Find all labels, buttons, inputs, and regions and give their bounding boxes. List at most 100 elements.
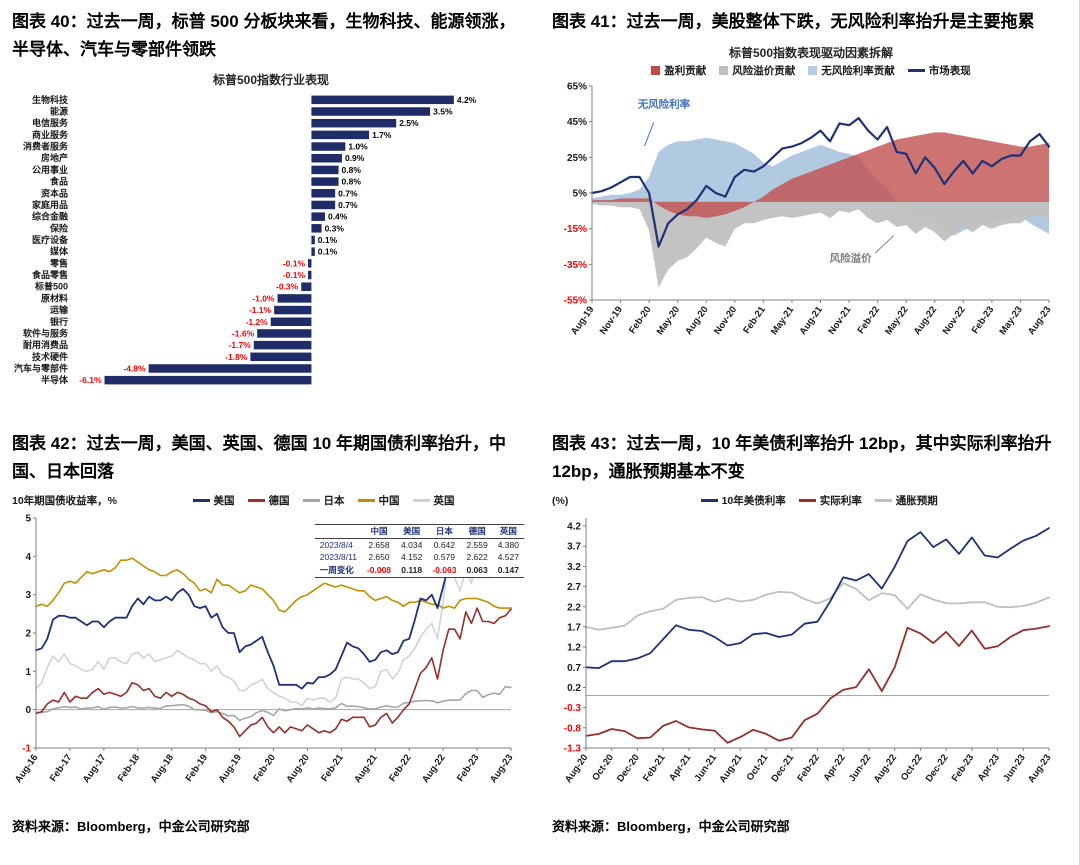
figure-43-title: 图表 43：过去一周，10 年美债利率抬升 12bp，其中实际利率抬升 12bp… [552,434,1052,481]
svg-text:银行: 银行 [50,316,68,327]
svg-text:Feb-19: Feb-19 [184,753,211,784]
svg-text:Feb-20: Feb-20 [251,753,278,784]
svg-text:Feb-23: Feb-23 [455,753,482,784]
svg-text:电信服务: 电信服务 [32,117,69,128]
legend-item: 市场表现 [907,63,971,78]
svg-text:-1.3: -1.3 [564,744,582,755]
svg-text:-35%: -35% [564,259,587,270]
svg-text:Aug-20: Aug-20 [284,753,311,786]
yields-inset-table: 中国 美国 日本 德国 英国 2023/8/4 2.658 4.034 0.642 2.559 4.… [314,524,524,578]
svg-text:Aug-21: Aug-21 [717,752,745,785]
svg-text:家庭用品: 家庭用品 [32,199,68,210]
svg-text:运输: 运输 [50,304,69,315]
chart41-legend: 盈利贡献 风险溢价贡献 无风险利率贡献 市场表现 [552,63,1070,78]
svg-text:0.7%: 0.7% [338,200,358,210]
table-row-label: 2023/8/11 [319,552,357,563]
table-cell: 4.034 [401,539,423,550]
legend-label: 日本 [323,495,345,508]
svg-text:0.4%: 0.4% [328,212,348,222]
svg-text:Nov-22: Nov-22 [941,304,968,336]
svg-text:Feb-20: Feb-20 [627,304,654,335]
svg-text:食品: 食品 [49,176,68,187]
chart43-area: 4.2 3.7 3.2 2.7 2.2 1.7 1.2 0.7 0.2 -0.3 -0.8 -1.3 A… [552,510,1070,810]
svg-text:0: 0 [25,705,31,716]
svg-text:45%: 45% [567,117,587,128]
svg-text:Dec-22: Dec-22 [924,753,951,785]
svg-text:-4.8%: -4.8% [123,364,146,374]
svg-text:Feb-21: Feb-21 [741,303,768,335]
svg-text:0.7%: 0.7% [338,188,358,198]
chart40-title: 标普500指数行业表现 [212,73,330,88]
legend-item: 德国 [247,493,290,508]
svg-text:Feb-23: Feb-23 [970,304,997,335]
legend-item: 日本 [302,493,345,508]
svg-text:媒体: 媒体 [49,246,69,257]
svg-text:风险溢价: 风险溢价 [830,251,872,264]
legend-label: 中国 [378,495,400,508]
chart43-head: (%) 10年美债利率 实际利率 通胀预期 [552,493,1070,508]
svg-text:Jun-23: Jun-23 [1001,753,1028,784]
legend-label: 美国 [213,495,235,508]
svg-text:1.7: 1.7 [567,623,581,634]
ust-real-breakeven-line-chart: 4.23.73.22.72.21.71.20.70.2-0.3-0.8-1.3A… [563,518,1053,786]
table-cell: 0.118 [396,564,428,578]
svg-text:2: 2 [25,629,31,640]
legend-label: 通胀预期 [895,495,938,508]
svg-text:4.2: 4.2 [567,522,581,533]
table-cell: 0.642 [433,539,456,550]
legend-item: 通胀预期 [874,493,938,508]
svg-text:Aug-22: Aug-22 [872,753,899,786]
svg-text:Aug-21: Aug-21 [352,752,380,785]
svg-text:0.8%: 0.8% [342,165,362,175]
legend-label: 实际利率 [819,495,862,508]
svg-text:食品零售: 食品零售 [31,269,68,280]
svg-text:Apr-21: Apr-21 [667,752,694,784]
svg-text:Nov-19: Nov-19 [598,304,625,336]
chart43-ylabel: (%) [552,494,569,507]
legend-swatch [700,499,718,503]
figure-43: 图表 43：过去一周，10 年美债利率抬升 12bp，其中实际利率抬升 12bp… [552,430,1070,835]
svg-text:Feb-22: Feb-22 [856,304,883,335]
svg-text:0.1%: 0.1% [318,235,338,245]
legend-swatch [192,499,210,503]
svg-text:Feb-17: Feb-17 [48,753,75,784]
table-cell: -0.008 [361,564,397,578]
svg-text:标普500: 标普500 [34,281,68,292]
table-row-label: 一周变化 [314,564,362,578]
table-cell: 2.622 [466,552,488,563]
svg-text:商业服务: 商业服务 [32,129,69,140]
svg-text:Dec-21: Dec-21 [769,752,796,784]
svg-text:-1.6%: -1.6% [232,329,255,339]
legend-swatch [412,499,430,503]
svg-text:0.1%: 0.1% [318,247,338,257]
svg-text:半导体: 半导体 [41,374,69,385]
figure-42: 图表 42：过去一周，美国、英国、德国 10 年期国债利率抬升，中国、日本回落 … [12,430,530,835]
legend-item: 风险溢价贡献 [719,63,795,78]
legend-item: 中国 [357,493,400,508]
svg-text:耐用消费品: 耐用消费品 [23,339,68,350]
legend-item: 实际利率 [798,493,862,508]
legend-swatch [719,65,729,75]
table-cell: 4.527 [497,552,519,563]
table-header-cell: 德国 [461,524,493,539]
svg-text:资本品: 资本品 [41,187,68,198]
svg-text:Nov-21: Nov-21 [826,303,854,336]
table-cell: 4.380 [497,539,519,550]
figure-40-title: 图表 40：过去一周，标普 500 分板块来看，生物科技、能源领涨，半导体、汽车… [12,12,516,59]
svg-text:4: 4 [25,552,31,563]
figure-41-title: 图表 41：过去一周，美股整体下跌，无风险利率抬升是主要拖累 [552,12,1035,31]
svg-text:0.9%: 0.9% [345,153,365,163]
svg-text:-6.1%: -6.1% [79,375,102,385]
svg-text:Feb-23: Feb-23 [950,753,977,784]
svg-text:Aug-23: Aug-23 [488,753,515,786]
svg-text:Oct-20: Oct-20 [590,753,616,784]
figure-40: 图表 40：过去一周，标普 500 分板块来看，生物科技、能源领涨，半导体、汽车… [12,8,530,390]
chart43-legend: 10年美债利率 实际利率 通胀预期 [568,493,1070,508]
svg-text:Aug-23: Aug-23 [1026,304,1053,337]
svg-text:25%: 25% [567,152,587,163]
svg-text:3: 3 [25,590,31,601]
table-header-cell: 日本 [427,524,462,539]
svg-text:Jun-22: Jun-22 [847,753,874,784]
legend-item: 英国 [412,493,455,508]
svg-text:-0.1%: -0.1% [283,270,306,280]
